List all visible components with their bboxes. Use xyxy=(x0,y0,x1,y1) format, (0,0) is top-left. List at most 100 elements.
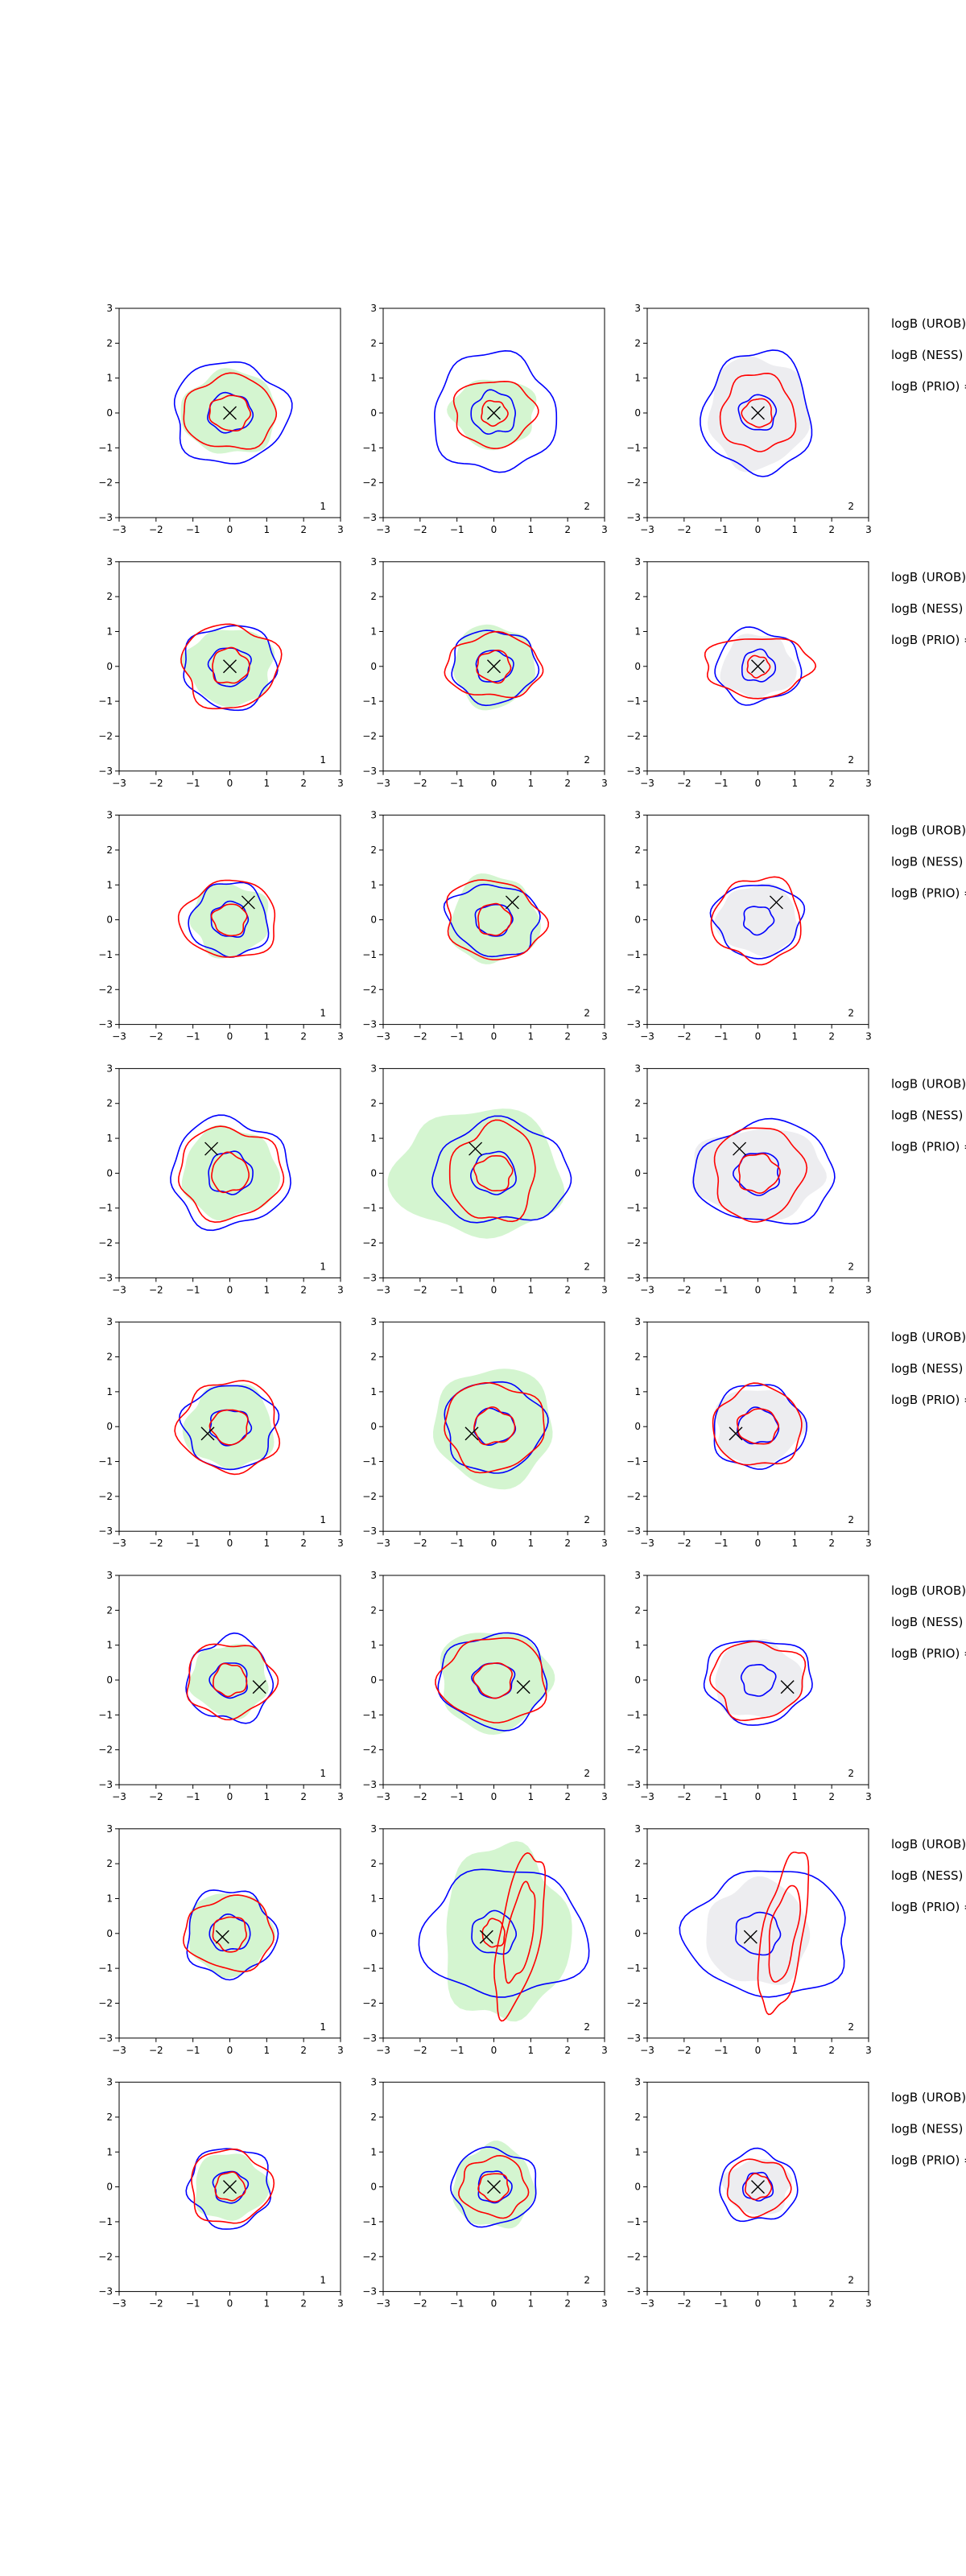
x-tick-label: 3 xyxy=(865,1284,872,1295)
true-value-marker xyxy=(223,659,237,674)
panel-r7-c2: −3 −2 −1 0 1 2 3 −3 −2 −1 0 1 2 3 2 xyxy=(362,1823,608,2056)
x-tick-label: 3 xyxy=(601,524,608,535)
x-tick-label: 2 xyxy=(564,1538,571,1549)
red-contour xyxy=(208,1409,249,1446)
y-tick-label: −1 xyxy=(98,2216,113,2227)
y-tick-label: 0 xyxy=(370,1674,377,1686)
row-annotation-1: logB (UROB) xyxy=(891,1837,966,1852)
true-value-marker xyxy=(516,1680,530,1695)
x-tick-label: 0 xyxy=(755,1791,762,1802)
blue-contour xyxy=(207,647,252,687)
row-annotation-3: logB (PRIO) = xyxy=(891,886,966,901)
true-value-marker xyxy=(751,659,765,674)
density-fill-region xyxy=(387,1108,565,1239)
y-tick-label: 3 xyxy=(634,1570,641,1581)
x-tick-label: 2 xyxy=(300,1791,307,1802)
y-tick-label: 2 xyxy=(370,337,377,349)
y-tick-label: 0 xyxy=(370,1421,377,1432)
x-tick-label: −2 xyxy=(413,1538,427,1549)
y-tick-label: −2 xyxy=(626,984,641,995)
row-annotation-2: logB (NESS) = xyxy=(891,1108,966,1122)
y-tick-label: 2 xyxy=(106,1858,113,1869)
panel-index-label: 2 xyxy=(584,2021,590,2033)
x-tick-label: −3 xyxy=(112,1284,126,1295)
y-tick-label: −3 xyxy=(626,766,641,777)
red-contour xyxy=(704,638,817,700)
blue-contour xyxy=(212,2170,250,2204)
red-contour xyxy=(448,1119,536,1223)
y-tick-label: 1 xyxy=(634,1893,641,1904)
x-tick-label: −3 xyxy=(640,2298,654,2310)
row-annotation-2: logB (NESS) = xyxy=(891,1615,966,1629)
true-value-marker xyxy=(769,895,783,910)
x-tick-label: −2 xyxy=(413,1791,427,1802)
x-tick-label: 1 xyxy=(792,524,799,535)
y-tick-label: 3 xyxy=(106,2077,113,2088)
density-fill-region xyxy=(188,1644,269,1720)
y-tick-label: 3 xyxy=(106,1570,113,1581)
panel-index-label: 1 xyxy=(320,2275,326,2286)
x-tick-label: −1 xyxy=(714,778,729,789)
x-tick-label: 1 xyxy=(264,778,270,789)
x-tick-label: 3 xyxy=(601,1284,608,1295)
x-tick-label: 2 xyxy=(828,778,835,789)
plot-area xyxy=(180,623,283,712)
blue-contour xyxy=(470,389,517,436)
row-annotation-2: logB (NESS) = xyxy=(891,601,966,616)
y-tick-label: 1 xyxy=(634,1386,641,1397)
x-tick-label: −3 xyxy=(112,2045,126,2056)
red-contour xyxy=(208,394,251,432)
x-tick-label: 1 xyxy=(792,1538,799,1549)
true-value-marker xyxy=(215,1930,229,1944)
x-tick-label: −2 xyxy=(149,1031,163,1042)
y-tick-label: 1 xyxy=(370,879,377,890)
blue-contour xyxy=(208,1150,254,1195)
density-fill-region xyxy=(195,2153,270,2221)
x-tick-label: −2 xyxy=(677,1031,691,1042)
panel-r3-c1: −3 −2 −1 0 1 2 3 −3 −2 −1 0 1 2 3 1 xyxy=(98,810,344,1042)
y-tick-label: −3 xyxy=(626,512,641,523)
blue-contour xyxy=(703,1640,813,1726)
y-tick-label: 1 xyxy=(106,373,113,384)
blue-contour xyxy=(741,2171,774,2202)
y-tick-label: 1 xyxy=(370,1640,377,1651)
plot-area xyxy=(679,1852,846,2016)
panel-r4-c2: −3 −2 −1 0 1 2 3 −3 −2 −1 0 1 2 3 2 xyxy=(362,1063,608,1295)
y-tick-label: 2 xyxy=(634,1858,641,1869)
y-tick-label: 3 xyxy=(634,1823,641,1835)
y-tick-label: 1 xyxy=(370,1133,377,1144)
y-tick-label: −1 xyxy=(362,1203,377,1214)
red-contour xyxy=(435,1637,547,1724)
red-contour xyxy=(481,399,509,427)
y-tick-label: 1 xyxy=(106,1640,113,1651)
x-tick-label: 3 xyxy=(337,1791,344,1802)
panel-index-label: 2 xyxy=(584,1768,590,1779)
x-tick-label: −2 xyxy=(149,2045,163,2056)
panel-r1-c1: −3 −2 −1 0 1 2 3 −3 −2 −1 0 1 2 3 1 xyxy=(98,303,344,535)
x-tick-label: −3 xyxy=(376,524,390,535)
y-tick-label: −2 xyxy=(362,2251,377,2262)
x-tick-label: 2 xyxy=(564,2045,571,2056)
red-contour xyxy=(186,1643,279,1721)
plot-area xyxy=(182,1889,279,1981)
x-tick-label: −2 xyxy=(677,524,691,535)
x-tick-label: 0 xyxy=(491,524,497,535)
y-tick-label: 0 xyxy=(634,914,641,926)
red-contour xyxy=(746,654,771,679)
x-tick-label: 2 xyxy=(564,2298,571,2310)
row-annotation-3: logB (PRIO) = xyxy=(891,1900,966,1914)
y-tick-label: −2 xyxy=(362,1237,377,1249)
x-tick-label: 0 xyxy=(227,1284,233,1295)
density-fill-region xyxy=(714,1390,808,1468)
y-tick-label: −1 xyxy=(98,1456,113,1468)
y-tick-label: 1 xyxy=(634,625,641,637)
y-tick-label: −2 xyxy=(98,730,113,741)
y-tick-label: 2 xyxy=(634,337,641,349)
red-contour xyxy=(712,1382,803,1466)
y-tick-label: 0 xyxy=(370,407,377,419)
density-fill-region xyxy=(180,368,277,454)
blue-contour xyxy=(418,1868,590,1998)
red-contour xyxy=(211,1151,250,1194)
y-tick-label: −3 xyxy=(98,1525,113,1537)
y-tick-label: −1 xyxy=(626,1203,641,1214)
